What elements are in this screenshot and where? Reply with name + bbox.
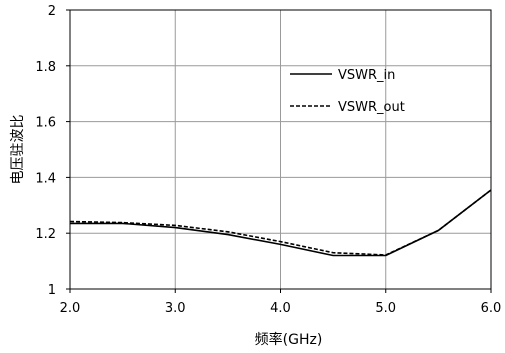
y-tick-label-1: 1.2 xyxy=(35,227,56,242)
x-tick-label-4: 6.0 xyxy=(481,301,502,316)
x-axis-label: 频率(GHz) xyxy=(255,331,323,348)
grid-lines xyxy=(69,9,492,290)
y-tick-label-3: 1.6 xyxy=(35,116,56,131)
x-tick-label-0: 2.0 xyxy=(60,301,81,316)
x-tick-label-3: 5.0 xyxy=(375,301,396,316)
x-tick-label-1: 3.0 xyxy=(165,301,186,316)
y-tick-label-4: 1.8 xyxy=(35,60,56,75)
axis-tick-labels: 2.0 3.0 4.0 5.0 6.0 1 1.2 1.4 1.6 1.8 2 xyxy=(35,4,501,316)
y-tick-label-0: 1 xyxy=(48,283,56,298)
x-tick-label-2: 4.0 xyxy=(270,301,291,316)
y-tick-label-2: 1.4 xyxy=(35,171,56,186)
y-axis-label: 电压驻波比 xyxy=(10,115,26,185)
data-series xyxy=(69,189,492,257)
y-tick-label-5: 2 xyxy=(48,4,56,19)
series-line-VSWR_out xyxy=(69,189,492,256)
legend: VSWR_in VSWR_out xyxy=(290,68,405,115)
legend-label-0: VSWR_in xyxy=(338,68,395,83)
legend-label-1: VSWR_out xyxy=(338,100,405,115)
